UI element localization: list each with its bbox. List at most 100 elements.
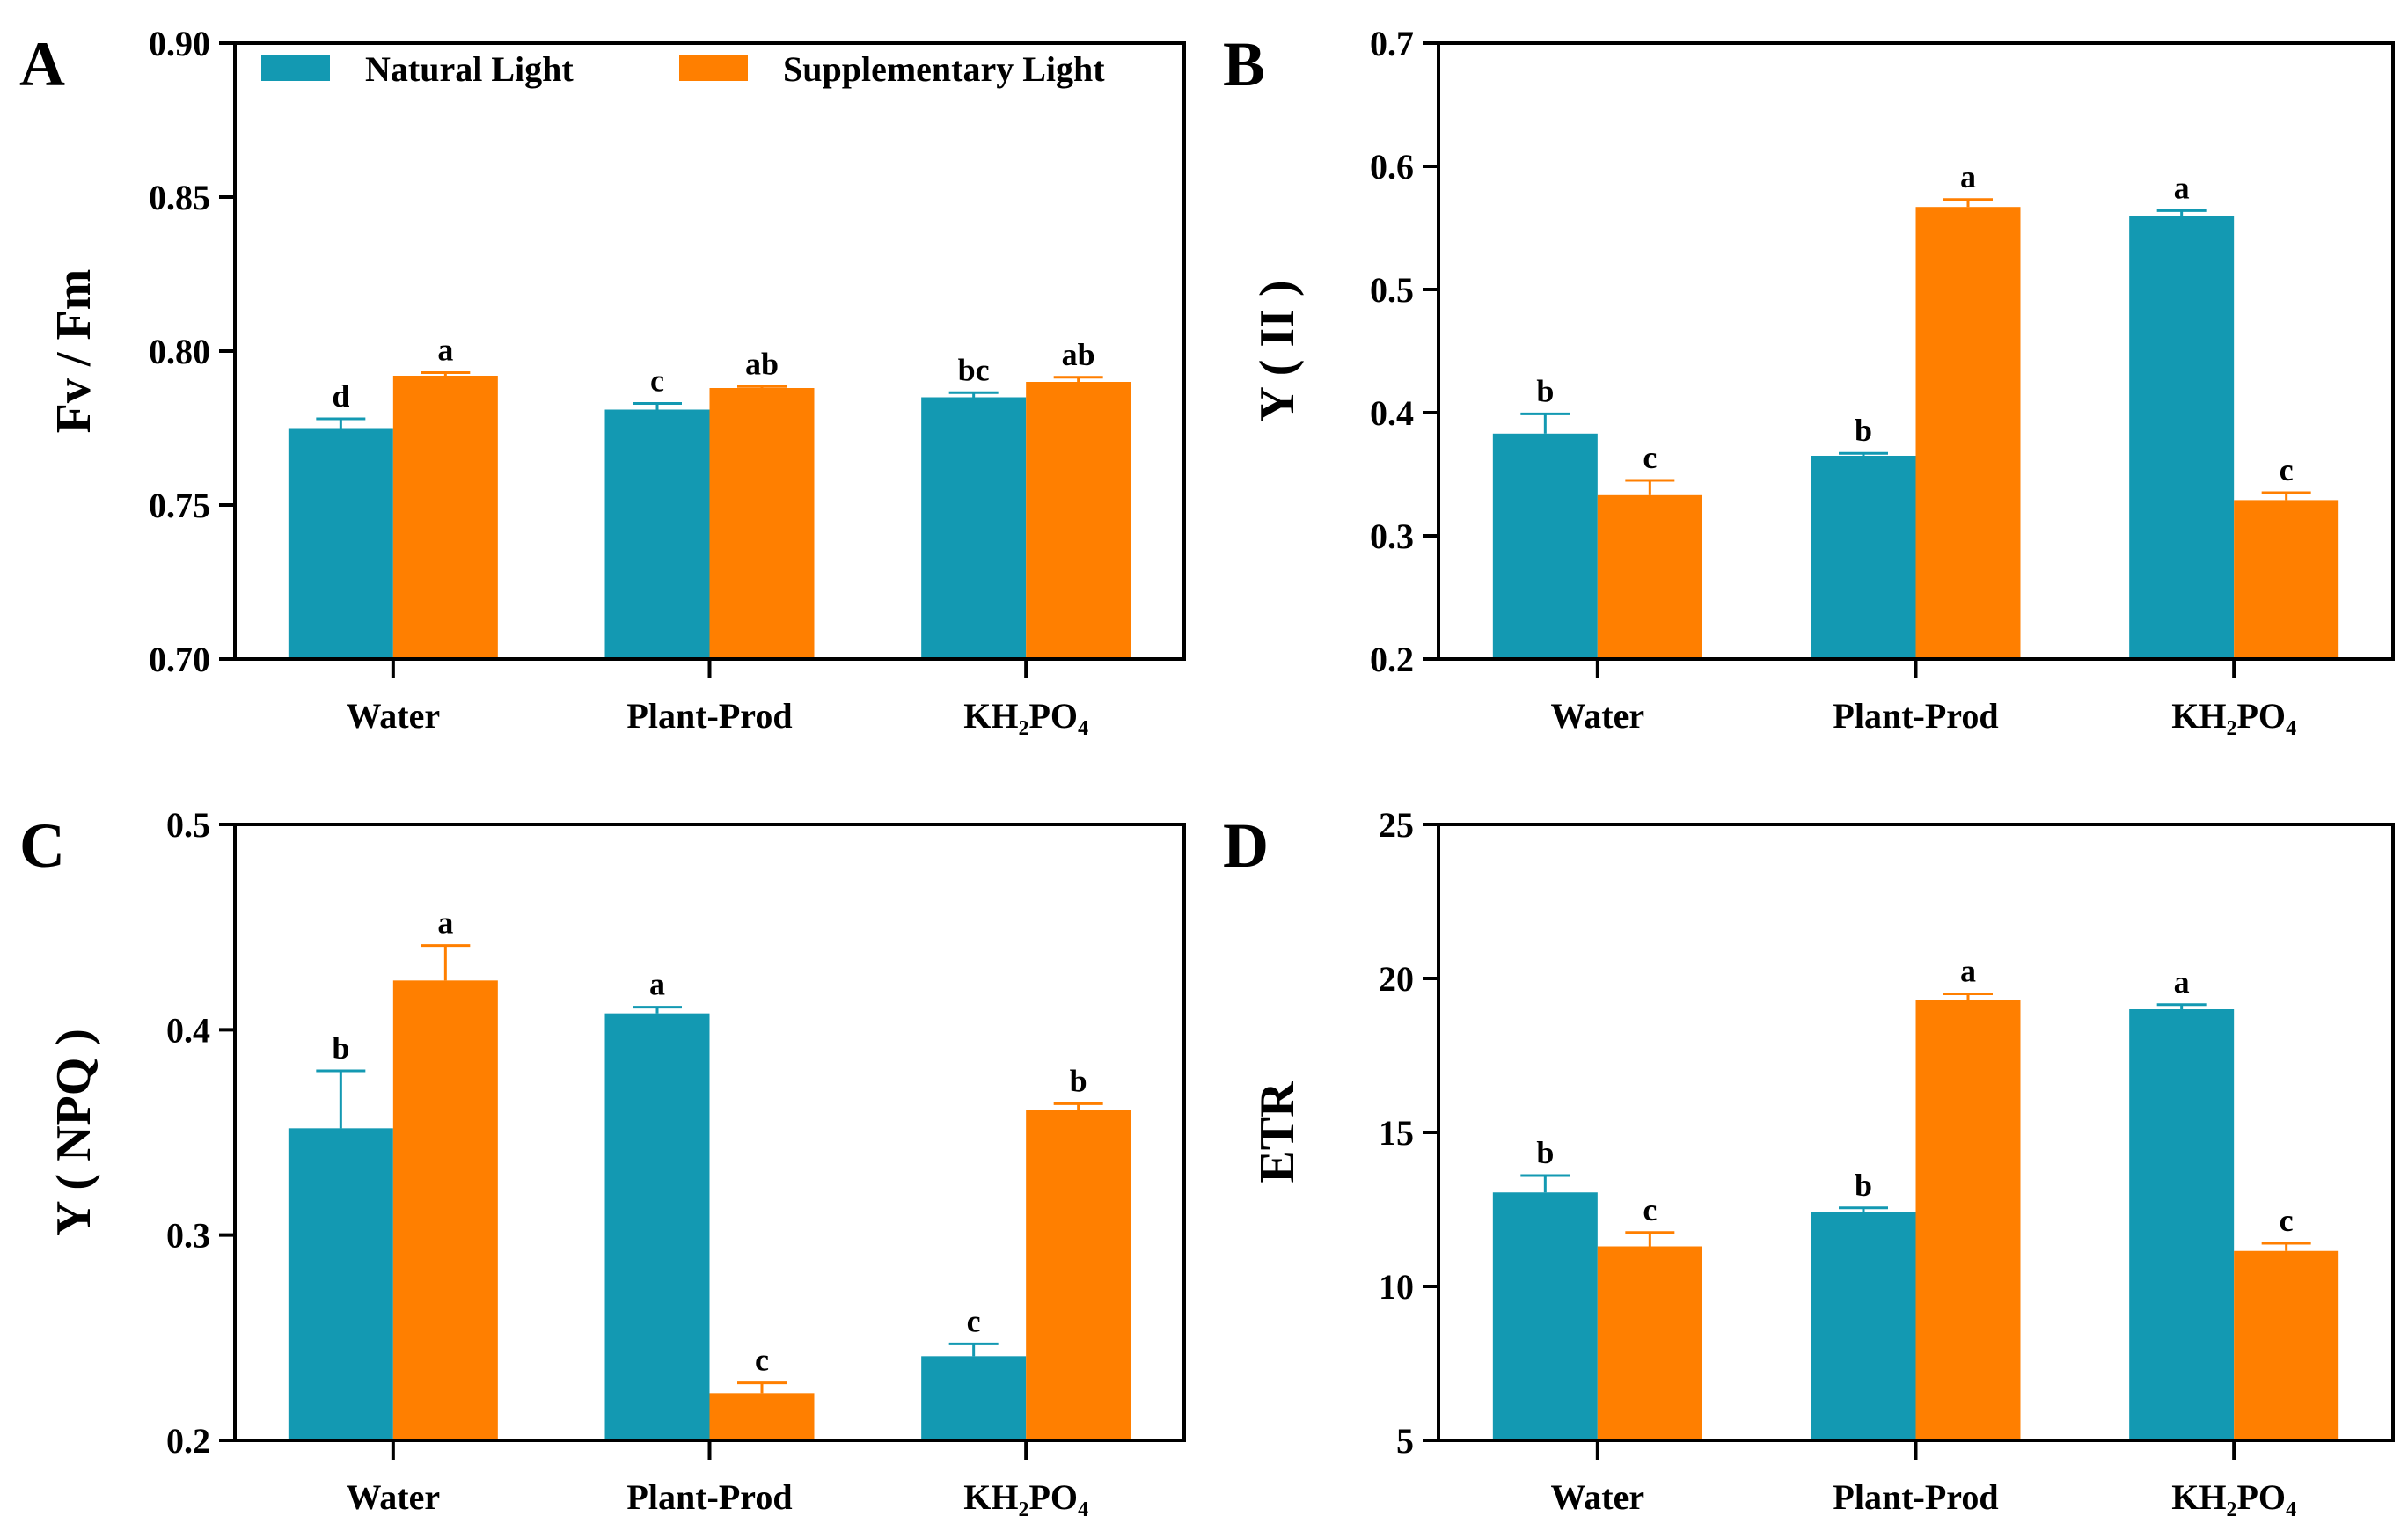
bar-supplementary [2234, 500, 2339, 659]
y-tick-label: 0.2 [1370, 640, 1414, 679]
bar-supplementary [1597, 494, 1702, 659]
x-tick-label: KH₂PO₄ [2171, 1477, 2296, 1517]
bar-supplementary [1915, 1000, 2021, 1440]
significance-letter: ab [745, 346, 779, 381]
y-tick-label: 0.70 [149, 640, 210, 679]
y-axis-label: Y ( II ) [1250, 280, 1305, 421]
x-tick-label: Plant-Prod [626, 696, 792, 736]
significance-letter: bc [958, 352, 990, 387]
x-tick-label: KH₂PO₄ [2171, 696, 2296, 736]
significance-letter: a [1960, 159, 1976, 194]
significance-letter: a [2174, 964, 2190, 1000]
bar-supplementary [1026, 1110, 1131, 1440]
significance-letter: a [2174, 170, 2190, 205]
x-tick-label: KH₂PO₄ [963, 1477, 1088, 1517]
bar-supplementary [2234, 1250, 2339, 1440]
significance-letter: c [2280, 452, 2294, 487]
x-tick-label: Water [347, 696, 441, 736]
y-tick-label: 0.80 [149, 332, 210, 371]
y-tick-label: 20 [1379, 959, 1414, 999]
y-tick-label: 0.90 [149, 24, 210, 63]
y-axis-label: Y ( NPQ ) [47, 1029, 101, 1236]
panel-a: A Fv / Fm d a Water c ab Plant-Prod bc ab KH₂PO₄ 0.… [19, 24, 1186, 736]
panel-b: B Y ( II ) b c Water b a Plant-Prod a c KH₂PO₄ 0.2 0… [1223, 24, 2395, 736]
bar-natural [1811, 1212, 1916, 1440]
x-tick-label: Plant-Prod [1833, 696, 1998, 736]
panel-label: D [1223, 810, 1269, 881]
significance-letter: b [1070, 1063, 1087, 1098]
panel-d: D ETR b c Water b a Plant-Prod a c KH₂PO₄ 5 10 15 20 25 [1223, 805, 2395, 1517]
significance-letter: b [1855, 1168, 1872, 1203]
y-tick-label: 0.3 [1370, 516, 1414, 556]
bar-natural [2129, 216, 2235, 659]
y-tick-label: 0.3 [166, 1216, 210, 1256]
y-axis-label: ETR [1250, 1081, 1305, 1183]
x-tick-label: Water [347, 1477, 441, 1517]
y-tick-label: 5 [1396, 1421, 1414, 1461]
y-tick-label: 25 [1379, 805, 1414, 845]
bar-supplementary [1597, 1246, 1702, 1440]
bar-natural [1811, 456, 1916, 659]
significance-letter: ab [1062, 337, 1095, 372]
significance-letter: c [967, 1303, 981, 1338]
y-tick-label: 0.75 [149, 486, 210, 525]
x-tick-label: Water [1551, 1477, 1645, 1517]
y-tick-label: 0.85 [149, 178, 210, 217]
y-tick-label: 0.4 [1370, 393, 1414, 433]
panel-label: C [19, 810, 65, 881]
bar-supplementary [709, 1393, 815, 1440]
significance-letter: c [1643, 440, 1657, 475]
bar-supplementary [392, 376, 498, 659]
significance-letter: a [437, 333, 453, 368]
x-tick-label: Plant-Prod [1833, 1477, 1998, 1517]
significance-letter: c [1643, 1192, 1657, 1227]
bar-natural [288, 428, 393, 659]
y-tick-label: 0.5 [166, 805, 210, 845]
significance-letter: b [332, 1030, 349, 1066]
legend-swatch [261, 55, 330, 81]
bar-natural [921, 397, 1027, 659]
bar-supplementary [392, 980, 498, 1440]
significance-letter: c [650, 363, 664, 399]
significance-letter: c [755, 1343, 769, 1378]
significance-letter: a [437, 905, 453, 941]
bar-natural [604, 409, 710, 659]
panel-label: A [19, 29, 65, 99]
bar-natural [921, 1356, 1027, 1440]
significance-letter: c [2280, 1203, 2294, 1238]
bar-supplementary [1026, 382, 1131, 659]
significance-letter: b [1855, 413, 1872, 448]
y-tick-label: 10 [1379, 1267, 1414, 1307]
x-tick-label: Plant-Prod [626, 1477, 792, 1517]
x-tick-label: KH₂PO₄ [963, 696, 1088, 736]
bar-natural [1492, 1192, 1598, 1440]
significance-letter: a [1960, 954, 1976, 989]
bar-natural [604, 1013, 710, 1440]
y-axis-label: Fv / Fm [47, 269, 101, 434]
y-tick-label: 0.4 [166, 1010, 210, 1050]
x-tick-label: Water [1551, 696, 1645, 736]
bar-supplementary [1915, 207, 2021, 659]
bar-natural [2129, 1009, 2235, 1440]
panel-label: B [1223, 29, 1265, 99]
y-tick-label: 0.2 [166, 1421, 210, 1461]
legend-swatch [679, 55, 748, 81]
y-tick-label: 0.5 [1370, 270, 1414, 310]
legend-label: Natural Light [365, 49, 574, 89]
legend-label: Supplementary Light [783, 49, 1105, 89]
plot-frame [1437, 41, 2395, 661]
panel-c: C Y ( NPQ ) b a Water a c Plant-Prod c b KH₂PO₄ 0.2… [19, 805, 1186, 1517]
y-tick-label: 0.6 [1370, 147, 1414, 187]
bar-natural [1492, 433, 1598, 659]
bar-natural [288, 1128, 393, 1440]
significance-letter: a [649, 967, 665, 1002]
legend: Natural Light Supplementary Light [261, 49, 1105, 89]
bar-supplementary [709, 388, 815, 659]
significance-letter: d [332, 378, 349, 414]
plot-frame [233, 823, 1186, 1442]
significance-letter: b [1536, 373, 1554, 408]
y-tick-label: 0.7 [1370, 24, 1414, 63]
significance-letter: b [1536, 1135, 1554, 1170]
y-tick-label: 15 [1379, 1113, 1414, 1153]
